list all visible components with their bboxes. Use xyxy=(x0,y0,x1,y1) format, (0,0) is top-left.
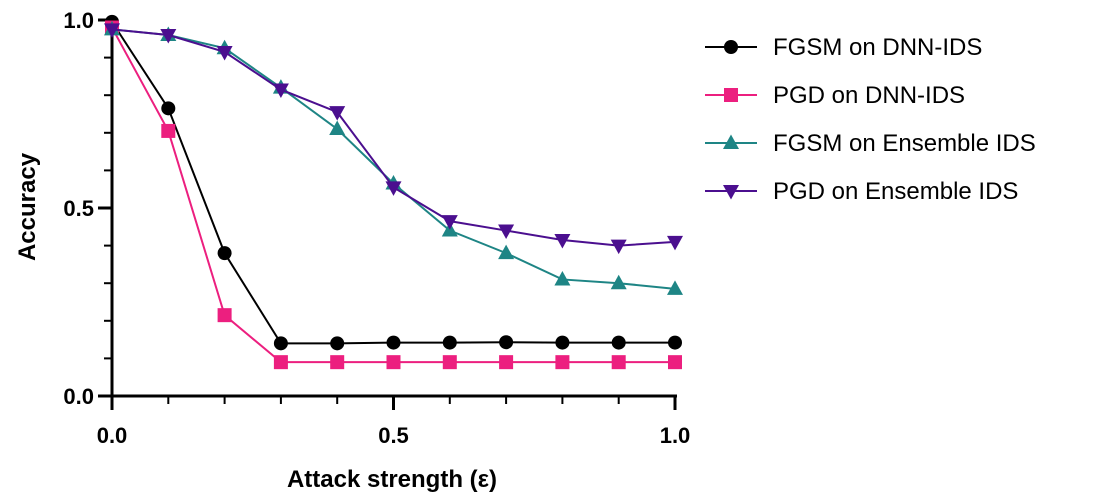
legend-marker xyxy=(723,185,739,200)
data-point xyxy=(611,335,626,350)
data-point xyxy=(216,45,233,61)
y-tick-label: 1.0 xyxy=(63,8,94,33)
y-axis-title: Accuracy xyxy=(14,152,41,261)
legend-label: FGSM on DNN-IDS xyxy=(773,34,982,61)
series-3 xyxy=(104,23,683,255)
data-point xyxy=(554,233,571,249)
data-point xyxy=(441,215,458,230)
data-point xyxy=(610,274,627,290)
data-point xyxy=(161,123,176,138)
data-point xyxy=(273,336,288,351)
series-layer xyxy=(104,14,683,370)
data-point xyxy=(499,335,514,350)
data-point xyxy=(160,29,177,44)
data-point xyxy=(498,224,515,240)
legend-marker xyxy=(724,88,738,102)
x-tick-label: 0.0 xyxy=(97,423,128,448)
data-point xyxy=(667,235,683,251)
series-0 xyxy=(105,14,682,351)
series-2 xyxy=(104,20,683,295)
legend-label: FGSM on Ensemble IDS xyxy=(773,130,1036,157)
data-point xyxy=(555,335,570,350)
legend-item: FGSM on DNN-IDS xyxy=(705,34,982,61)
data-point xyxy=(610,239,627,255)
data-point xyxy=(498,244,515,260)
data-point xyxy=(555,355,570,370)
legend-item: PGD on Ensemble IDS xyxy=(705,178,1018,205)
data-point xyxy=(668,335,682,350)
y-tick-label: 0.0 xyxy=(63,384,94,409)
data-point xyxy=(667,280,683,295)
data-point xyxy=(611,355,626,370)
data-point xyxy=(272,83,289,99)
data-point xyxy=(329,106,346,121)
data-point xyxy=(330,336,345,351)
ticks: 0.0 0.5 1.0 0.0 0.5 1.0 xyxy=(63,8,690,448)
series-line xyxy=(111,28,676,290)
legend-label: PGD on Ensemble IDS xyxy=(773,178,1018,205)
x-tick-label: 0.5 xyxy=(378,423,409,448)
legend-item: PGD on DNN-IDS xyxy=(705,82,965,109)
series-line xyxy=(111,28,676,247)
data-point xyxy=(442,335,457,350)
data-point xyxy=(273,355,288,370)
legend-item: FGSM on Ensemble IDS xyxy=(705,130,1036,157)
legend-label: PGD on DNN-IDS xyxy=(773,82,965,109)
data-point xyxy=(330,355,345,370)
data-point xyxy=(668,355,682,370)
x-tick-label: 1.0 xyxy=(660,423,691,448)
y-tick-label: 0.5 xyxy=(63,196,94,221)
data-point xyxy=(554,270,571,286)
data-point xyxy=(329,120,346,136)
data-point xyxy=(161,101,176,116)
data-point xyxy=(385,181,402,196)
legend-marker xyxy=(723,134,739,149)
legend-marker xyxy=(724,40,738,54)
data-point xyxy=(442,355,457,370)
x-axis-title: Attack strength (ε) xyxy=(287,466,497,493)
data-point xyxy=(386,355,401,370)
legend: FGSM on DNN-IDS PGD on DNN-IDS FGSM on Ens… xyxy=(705,34,1036,205)
data-point xyxy=(217,308,232,323)
data-point xyxy=(499,355,514,370)
data-point xyxy=(386,335,401,350)
data-point xyxy=(104,23,120,38)
data-point xyxy=(217,246,232,261)
